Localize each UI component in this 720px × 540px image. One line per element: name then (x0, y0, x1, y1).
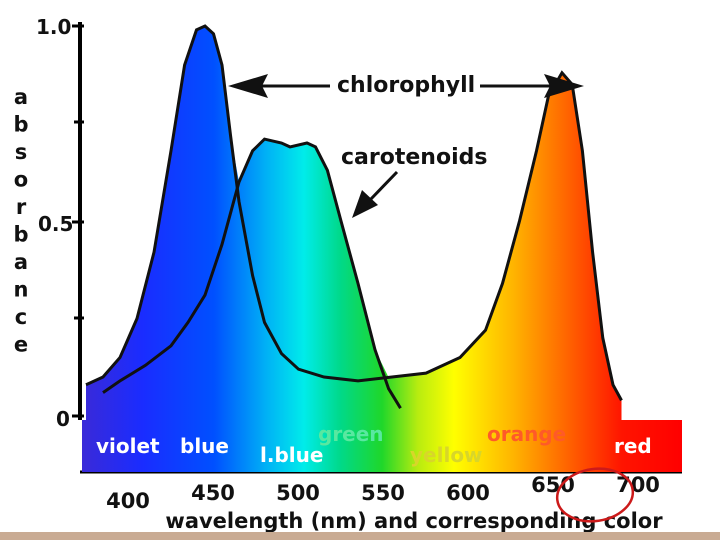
x-tick-label-450: 450 (191, 481, 235, 505)
highlight-circle (555, 467, 635, 523)
spectrum-band (82, 420, 682, 472)
x-tick-label-600: 600 (446, 481, 490, 505)
band-label-violet: violet (96, 434, 160, 458)
chlorophyll-arrowhead-left (228, 74, 268, 98)
band-label-yellow: yellow (410, 443, 483, 467)
chlorophyll-annotation: chlorophyll (337, 73, 475, 98)
x-tick-label-650: 650 (531, 473, 575, 497)
chlorophyll-arrowhead-right (544, 74, 584, 98)
chlorophyll-area-fill (86, 26, 622, 420)
carotenoids-curve (102, 137, 402, 409)
band-label-blue: blue (180, 434, 229, 458)
x-tick-label-550: 550 (361, 481, 405, 505)
band-label-orange: orange (487, 422, 566, 446)
y-tick-label: 0.5 (38, 212, 73, 236)
y-tick-label: 0 (56, 407, 70, 431)
carotenoids-arrow-shaft (368, 170, 399, 202)
carotenoids-arrowhead (352, 190, 378, 218)
band-label-lblue: l.blue (260, 443, 323, 467)
chlorophyll-curve (85, 24, 623, 402)
band-label-red: red (614, 434, 652, 458)
carotenoids-annotation: carotenoids (341, 145, 487, 170)
bottom-strip (0, 532, 720, 540)
x-tick-labels: 400 450 500 550 600 650 700 (106, 473, 660, 513)
x-tick-label-400: 400 (106, 489, 150, 513)
y-tick-label: 1.0 (36, 15, 71, 39)
band-label-green: green (318, 422, 384, 446)
x-tick-label-500: 500 (276, 481, 320, 505)
